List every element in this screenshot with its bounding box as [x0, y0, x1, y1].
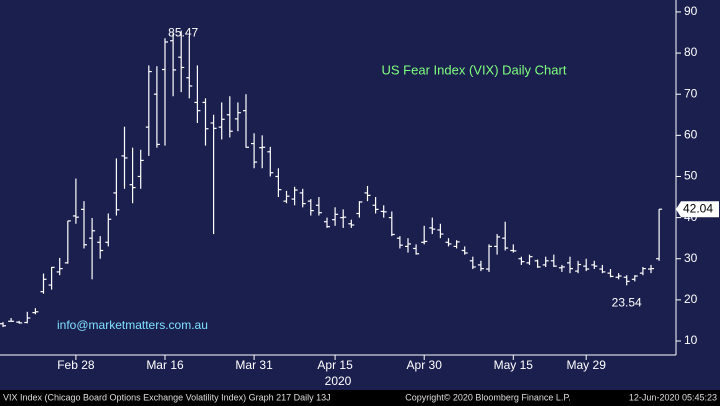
- x-tick-label: Feb 28: [57, 358, 95, 372]
- footer-right: 12-Jun-2020 05:45:23: [629, 392, 717, 402]
- x-tick-label: Apr 15: [317, 358, 353, 372]
- y-tick-label: 20: [684, 292, 698, 306]
- footer-left: VIX Index (Chicago Board Options Exchang…: [3, 392, 331, 402]
- watermark: info@marketmatters.com.au: [57, 318, 208, 332]
- high-annotation: 85.47: [168, 26, 198, 40]
- x-tick-label: May 29: [567, 358, 607, 372]
- y-tick-label: 30: [684, 251, 698, 265]
- footer-strip: [0, 390, 720, 406]
- y-tick-label: 50: [684, 169, 698, 183]
- y-tick-label: 80: [684, 45, 698, 59]
- x-tick-label: May 15: [494, 358, 534, 372]
- x-axis-label: 2020: [325, 374, 352, 388]
- y-tick-label: 10: [684, 333, 698, 347]
- last-price-box: [676, 201, 719, 218]
- y-tick-label: 90: [684, 4, 698, 18]
- x-tick-label: Mar 31: [235, 358, 273, 372]
- x-tick-label: Apr 30: [407, 358, 443, 372]
- plot-background: [0, 0, 720, 390]
- y-tick-label: 60: [684, 128, 698, 142]
- footer-center: Copyright© 2020 Bloomberg Finance L.P.: [405, 392, 571, 402]
- low-annotation: 23.54: [612, 295, 642, 309]
- last-price-label: 42.04: [683, 201, 713, 215]
- chart-title: US Fear Index (VIX) Daily Chart: [382, 62, 567, 77]
- x-tick-label: Mar 16: [146, 358, 184, 372]
- y-tick-label: 70: [684, 86, 698, 100]
